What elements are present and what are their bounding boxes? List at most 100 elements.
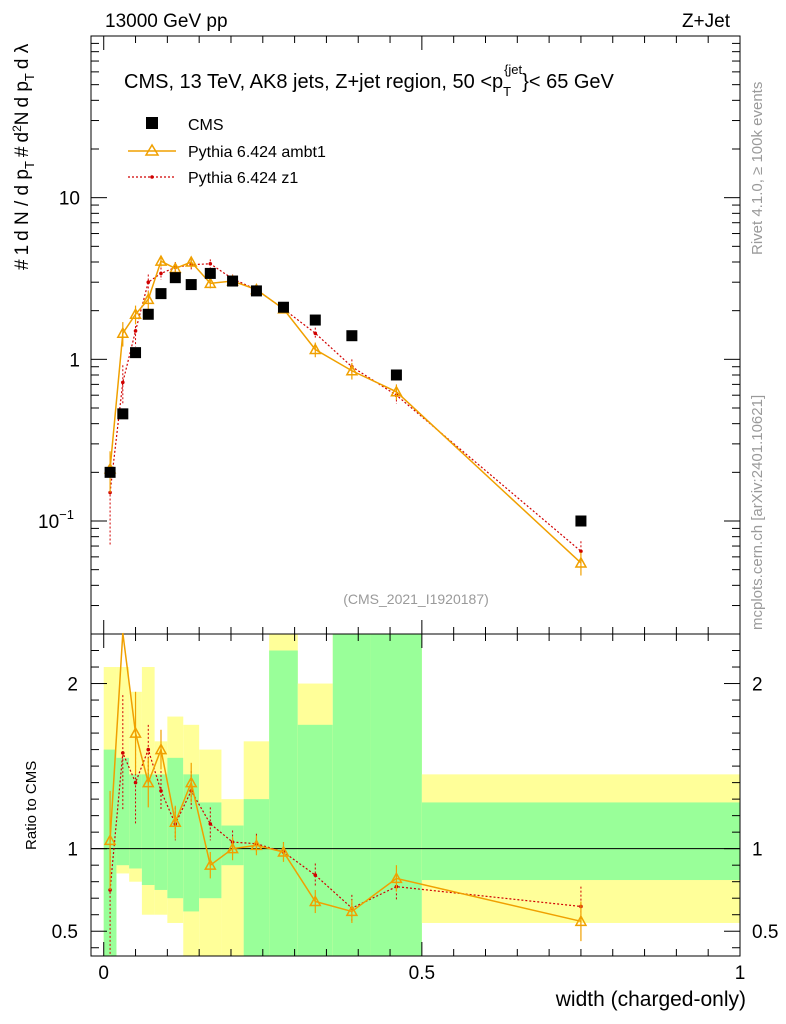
ambt1-point [154,254,168,266]
y-tick-label: 10 [59,189,80,210]
rivet-version-label: Rivet 4.1.0, ≥ 100k events [749,82,766,255]
ratio-ambt1-point [154,743,168,755]
chart-title-sup: {jet [504,62,522,77]
band-green [370,634,422,956]
energy-label: 13000 GeV pp [105,11,228,32]
x-tick-label: 0.5 [409,963,435,984]
ratio-y-tick-label-right: 0.5 [752,922,778,943]
ratio-ambt1-point [277,845,290,857]
cms-point [104,466,116,478]
z1-point [313,331,318,336]
ratio-z1-point [313,873,318,877]
band-green [183,774,200,912]
ratio-ambt1-point [390,871,403,884]
cms-point [155,288,167,300]
z1-line [109,263,582,552]
ratio-ambt1-point [204,858,217,870]
ratio-z1-point [208,822,213,826]
ratio-y-tick-label: 0.5 [52,922,78,943]
cms-point [309,314,321,326]
band-green [154,774,168,890]
z1-point [208,261,213,266]
ratio-z1-line [109,747,581,909]
x-tick-label: 0 [98,963,109,984]
cms-point [169,272,181,284]
cms-point [227,275,239,287]
mcplots-label: mcplots.cern.ch [arXiv:2401.10621] [749,395,766,630]
ambt1-point [390,385,403,397]
ratio-y-tick-label: 1 [67,840,78,861]
ambt1-point [574,556,588,568]
ambt1-line [109,260,582,564]
cms-point [277,301,289,313]
cms-point [204,267,216,279]
ratio-ambt1-point [250,838,263,851]
band-green [141,774,155,885]
main-series [103,254,588,576]
ambt1-point [116,326,130,338]
ratio-ambt1-point [309,894,322,907]
ratio-ambt1-point [345,904,359,917]
ratio-y-tick-label-right: 1 [752,840,763,861]
cms-point [390,369,402,381]
ambt1-point [309,342,322,355]
cms-point [346,330,358,342]
band-green [243,799,270,956]
ambt1-point [129,307,142,320]
legend-label-cms: CMS [188,117,224,134]
ratio-ambt1-point [574,914,588,927]
z1-point [133,329,138,333]
axis-ticks: 0 0.5 1 10−1 1 10 0.5 0.5 1 1 2 2 [38,36,778,984]
ratio-z1-point [121,751,125,755]
legend-marker-ambt1 [144,143,160,156]
ratio-series [103,632,588,956]
band-green [297,724,333,956]
ambt1-point [184,255,198,267]
ratio-ambt1-point [103,833,117,846]
chart-title-sub: T [503,84,511,99]
chart-title-tail: }< 65 GeV [522,71,614,93]
cms-point [117,408,129,420]
chart-title: CMS, 13 TeV, AK8 jets, Z+jet region, 50 … [124,62,615,99]
ratio-z1-point [159,789,163,793]
ratio-axis-label: Ratio to CMS [23,761,40,850]
process-label: Z+Jet [682,11,731,32]
cms-point [250,285,262,297]
ratio-ambt1-point [141,776,155,788]
ratio-z1-point [146,747,151,752]
uncertainty-bands [91,634,740,956]
x-axis-label: width (charged-only) [555,988,746,1011]
ratio-ambt1-point [169,815,182,827]
legend-label-ambt1: Pythia 6.424 ambt1 [188,144,326,161]
band-yellow [221,799,244,956]
z1-point [159,271,163,276]
legend-label-z1: Pythia 6.424 z1 [188,170,298,187]
cms-point [185,279,197,291]
ratio-y-tick-label: 2 [67,675,78,696]
chart-title-main: CMS, 13 TeV, AK8 jets, Z+jet region, 50 … [124,71,503,93]
ratio-z1-point [133,780,138,785]
ratio-panel-frame [90,633,741,957]
ambt1-point [141,292,155,305]
cms-point [142,308,154,320]
ambt1-point [345,364,359,376]
ratio-y-tick-label-right: 2 [752,675,763,696]
z1-point [121,380,125,385]
ambt1-point [204,276,217,289]
band-green [269,650,298,956]
z1-point [146,280,151,284]
band-green [199,802,222,899]
ratio-ambt1-point [226,842,239,854]
cms-point [130,347,142,359]
legend-marker-z1 [150,175,154,179]
ratio-ambt1-point [129,726,142,738]
analysis-id: (CMS_2021_I1920187) [343,591,489,607]
y-tick-label: 10−1 [38,507,74,533]
legend: CMS Pythia 6.424 ambt1 Pythia 6.424 z1 [128,117,326,187]
x-tick-label: 1 [735,963,746,984]
cms-point [575,515,587,527]
legend-marker-cms [146,117,158,129]
y-tick-label: 1 [69,350,80,371]
band-green [421,802,740,881]
